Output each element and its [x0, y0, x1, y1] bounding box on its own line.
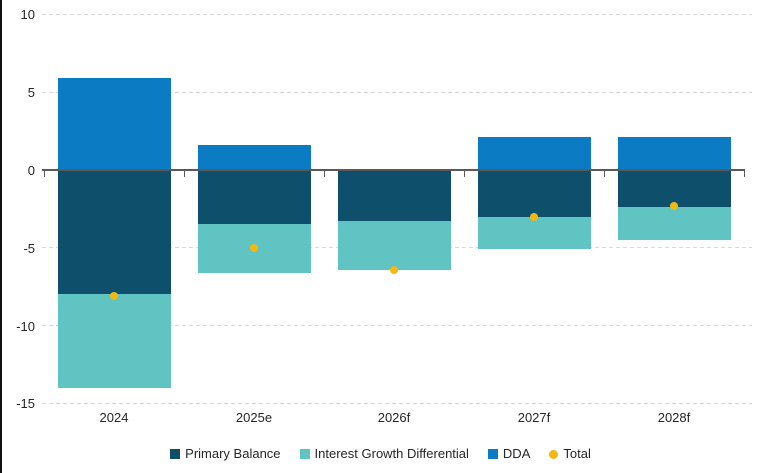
total-point-2026f — [390, 265, 398, 274]
legend-label-primary-balance: Primary Balance — [185, 446, 281, 461]
gridline — [42, 13, 752, 15]
gridline — [42, 402, 752, 404]
legend-label-dda: DDA — [502, 446, 531, 461]
x-axis-tick-mark — [743, 171, 745, 177]
bar-segment-primary-balance-2026f — [337, 170, 451, 222]
bar-segment-interest-growth-differential-2028f — [617, 207, 731, 240]
x-axis-line — [42, 169, 745, 171]
y-axis-tick-label: 10 — [20, 7, 35, 23]
gridline — [42, 91, 752, 93]
x-axis-tick-mark — [603, 171, 605, 177]
x-axis-tick-mark — [323, 171, 325, 177]
bar-segment-primary-balance-2028f — [617, 170, 731, 208]
bar-segment-dda-2028f — [617, 137, 731, 170]
bar-segment-interest-growth-differential-2027f — [477, 216, 591, 250]
legend-marker-primary-balance — [170, 449, 181, 459]
legend-label-total: Total — [563, 446, 591, 461]
x-axis-tick-label: 2026f — [377, 410, 411, 425]
x-axis-tick-label: 2024 — [99, 410, 129, 425]
x-axis-tick-label: 2027f — [517, 410, 551, 425]
bar-segment-dda-2024 — [57, 78, 171, 170]
x-axis-tick-label: 2028f — [657, 410, 691, 425]
chart-legend: Primary Balance Interest Growth Different… — [2, 443, 757, 465]
total-point-2024 — [110, 292, 118, 300]
y-axis-tick-label: -5 — [23, 240, 35, 256]
y-axis-tick-label: 5 — [27, 85, 35, 101]
total-point-2025e — [250, 243, 258, 252]
bar-segment-primary-balance-2027f — [477, 170, 591, 217]
bar-segment-dda-2027f — [477, 137, 591, 170]
x-axis-tick-label: 2025e — [235, 410, 273, 425]
bar-segment-interest-growth-differential-2024 — [57, 294, 171, 388]
x-axis-tick-mark — [43, 171, 45, 177]
legend-label-interest-growth-differential: Interest Growth Differential — [314, 446, 469, 461]
bar-segment-dda-2025e — [197, 145, 311, 170]
bar-segment-primary-balance-2025e — [197, 170, 311, 225]
y-axis-tick-label: -10 — [16, 318, 35, 334]
bar-segment-primary-balance-2024 — [57, 170, 171, 295]
legend-item-total: Total — [549, 446, 591, 462]
y-axis-tick-label: -15 — [16, 396, 35, 412]
bar-segment-interest-growth-differential-2026f — [337, 221, 451, 270]
total-point-2027f — [530, 212, 538, 221]
legend-item-interest-growth-differential: Interest Growth Differential — [299, 446, 469, 462]
x-axis-tick-mark — [463, 171, 465, 177]
y-axis-tick-label: 0 — [27, 163, 35, 178]
x-axis-tick-mark — [183, 171, 185, 177]
total-point-2028f — [670, 201, 678, 210]
legend-item-dda: DDA — [487, 446, 531, 462]
gridline — [42, 325, 752, 327]
legend-marker-dda — [487, 449, 498, 459]
legend-marker-total — [549, 449, 559, 459]
legend-marker-interest-growth-differential — [299, 449, 310, 459]
legend-item-primary-balance: Primary Balance — [170, 446, 281, 462]
